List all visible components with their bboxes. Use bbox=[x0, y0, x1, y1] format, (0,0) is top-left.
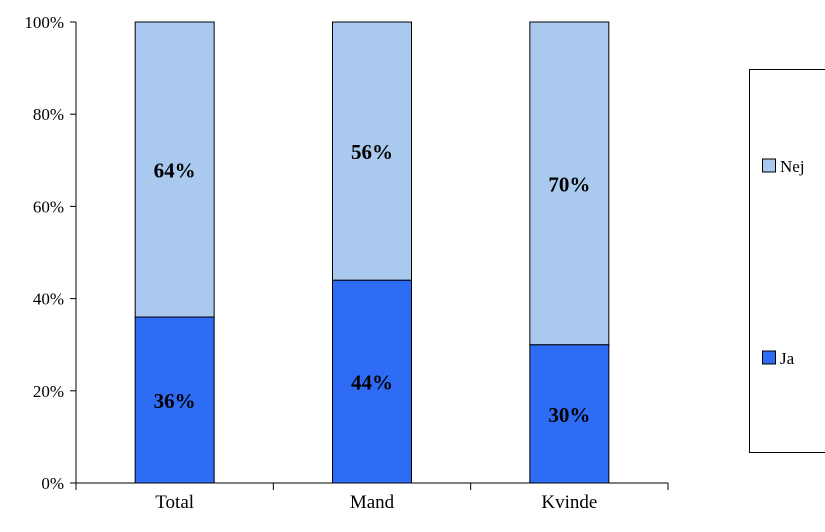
data-label-ja-kvinde: 30% bbox=[548, 403, 590, 427]
y-tick-label: 0% bbox=[41, 474, 64, 493]
axes-layer: Total Mand Kvinde 0% 20% 40% 60% 80% 100% bbox=[24, 13, 669, 513]
y-tick-label: 40% bbox=[33, 290, 64, 309]
bar-nej-mand bbox=[332, 21, 412, 281]
legend-box bbox=[749, 69, 825, 453]
y-tick-label: 100% bbox=[24, 13, 64, 32]
bar-ja-total bbox=[134, 316, 215, 484]
y-tick-label: 20% bbox=[33, 382, 64, 401]
x-tick-label: Kvinde bbox=[541, 492, 597, 513]
data-label-nej-kvinde: 70% bbox=[548, 172, 590, 196]
legend-label-ja: Ja bbox=[780, 349, 795, 368]
legend-swatch-ja bbox=[762, 350, 776, 365]
data-label-ja-total: 36% bbox=[154, 389, 196, 413]
data-label-nej-total: 64% bbox=[154, 159, 196, 183]
data-label-ja-mand: 44% bbox=[351, 371, 393, 395]
legend: Nej Ja bbox=[749, 69, 825, 453]
data-label-nej-mand: 56% bbox=[351, 140, 393, 164]
y-tick-label: 60% bbox=[33, 197, 64, 216]
bar-nej-total bbox=[134, 21, 215, 318]
y-tick-label: 80% bbox=[33, 105, 64, 124]
bar-nej-kvinde bbox=[529, 21, 610, 346]
legend-swatch-nej bbox=[762, 158, 776, 173]
bars-layer: 36% 64% 44% 56% 30% 70% bbox=[134, 21, 610, 484]
x-tick-label: Mand bbox=[350, 492, 395, 513]
bar-ja-kvinde bbox=[529, 344, 610, 484]
legend-label-nej: Nej bbox=[780, 157, 805, 176]
x-tick-label: Total bbox=[155, 492, 194, 513]
